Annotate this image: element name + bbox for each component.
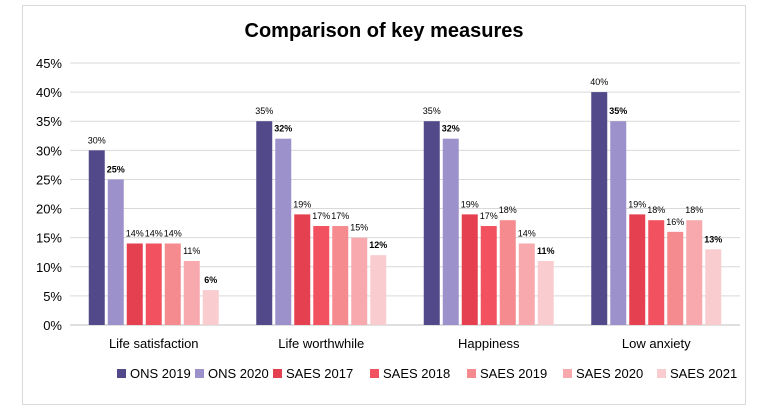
legend-swatch bbox=[273, 369, 282, 378]
data-label: 18% bbox=[647, 205, 665, 215]
x-category-label: Low anxiety bbox=[622, 336, 691, 351]
data-label: 11% bbox=[183, 246, 200, 256]
x-category-label: Life satisfaction bbox=[109, 336, 199, 351]
data-labels: 30%25%14% 14% 14%11%6%35%32%19%17% 17%15%12… bbox=[88, 77, 723, 285]
y-tick-label: 0% bbox=[43, 318, 62, 333]
y-tick-label: 25% bbox=[36, 172, 62, 187]
data-label: 14% bbox=[126, 228, 144, 238]
data-label: 25% bbox=[107, 164, 125, 174]
bar bbox=[629, 214, 646, 325]
legend-swatch bbox=[467, 369, 476, 378]
data-label: 16% bbox=[666, 217, 684, 227]
data-label: 18% bbox=[499, 205, 517, 215]
y-tick-label: 35% bbox=[36, 114, 62, 129]
bar bbox=[126, 243, 143, 325]
y-tick-label: 10% bbox=[36, 260, 62, 275]
data-label: 17% bbox=[480, 211, 498, 221]
y-tick-label: 5% bbox=[43, 289, 62, 304]
x-category-label: Life worthwhile bbox=[278, 336, 364, 351]
legend-label: SAES 2020 bbox=[576, 366, 643, 381]
data-label: 32% bbox=[274, 124, 292, 134]
data-label: 19% bbox=[293, 199, 311, 209]
legend-label: SAES 2018 bbox=[383, 366, 450, 381]
data-label: 14% bbox=[145, 228, 163, 238]
data-label: 19% bbox=[461, 199, 479, 209]
bar bbox=[183, 260, 200, 325]
data-label: 35% bbox=[423, 106, 441, 116]
bar bbox=[667, 231, 684, 325]
bar bbox=[370, 255, 387, 325]
data-label: 17% bbox=[312, 211, 330, 221]
y-tick-label: 40% bbox=[36, 85, 62, 100]
bar bbox=[537, 260, 554, 325]
y-tick-label: 20% bbox=[36, 202, 62, 217]
gridlines bbox=[70, 62, 740, 326]
legend-swatch bbox=[657, 369, 666, 378]
data-label: 32% bbox=[442, 124, 460, 134]
bar bbox=[610, 121, 627, 325]
bar bbox=[351, 237, 368, 325]
data-label: 14% bbox=[518, 228, 536, 238]
data-label: 12% bbox=[369, 240, 387, 250]
legend-swatch bbox=[195, 369, 204, 378]
chart-title: Comparison of key measures bbox=[244, 20, 524, 42]
bar bbox=[332, 226, 349, 325]
y-axis: 0% 5% 10% 15% 20% 25% 30% 35% 40% 45% bbox=[36, 56, 62, 333]
data-label: 6% bbox=[204, 275, 217, 285]
x-category-label: Happiness bbox=[458, 336, 520, 351]
bar bbox=[256, 121, 273, 325]
y-tick-label: 30% bbox=[36, 143, 62, 158]
bar bbox=[705, 249, 722, 325]
legend-swatch bbox=[563, 369, 572, 378]
bar bbox=[442, 138, 459, 325]
legend-label: SAES 2021 bbox=[670, 366, 737, 381]
legend-label: ONS 2019 bbox=[130, 366, 191, 381]
bar bbox=[686, 220, 703, 325]
data-label: 17% bbox=[331, 211, 349, 221]
legend-label: SAES 2017 bbox=[286, 366, 353, 381]
bar bbox=[202, 290, 219, 325]
bar bbox=[275, 138, 292, 325]
bar bbox=[591, 92, 608, 325]
bar bbox=[648, 220, 665, 325]
data-label: 35% bbox=[255, 106, 273, 116]
bar bbox=[499, 220, 516, 325]
data-label: 35% bbox=[609, 106, 627, 116]
data-label: 15% bbox=[350, 223, 368, 233]
bar bbox=[145, 243, 162, 325]
data-label: 18% bbox=[685, 205, 703, 215]
legend-swatch bbox=[370, 369, 379, 378]
bar bbox=[164, 243, 181, 325]
y-tick-label: 15% bbox=[36, 231, 62, 246]
bar bbox=[518, 243, 535, 325]
bar bbox=[107, 179, 124, 325]
y-tick-label: 45% bbox=[36, 56, 62, 71]
bar bbox=[294, 214, 311, 325]
bars bbox=[88, 92, 722, 325]
legend: ONS 2019 ONS 2020 SAES 2017 SAES 2018 SAES 2… bbox=[117, 366, 737, 381]
legend-label: ONS 2020 bbox=[208, 366, 269, 381]
legend-swatch bbox=[117, 369, 126, 378]
bar bbox=[313, 226, 330, 325]
data-label: 14% bbox=[164, 228, 182, 238]
bar bbox=[88, 150, 105, 325]
data-label: 13% bbox=[704, 234, 722, 244]
data-label: 30% bbox=[88, 135, 106, 145]
bar bbox=[461, 214, 478, 325]
bar bbox=[480, 226, 497, 325]
bar bbox=[423, 121, 440, 325]
data-label: 11% bbox=[537, 246, 555, 256]
data-label: 40% bbox=[590, 77, 608, 87]
x-axis: Life satisfaction Life worthwhile Happines… bbox=[109, 336, 691, 351]
legend-label: SAES 2019 bbox=[480, 366, 547, 381]
data-label: 19% bbox=[628, 199, 646, 209]
